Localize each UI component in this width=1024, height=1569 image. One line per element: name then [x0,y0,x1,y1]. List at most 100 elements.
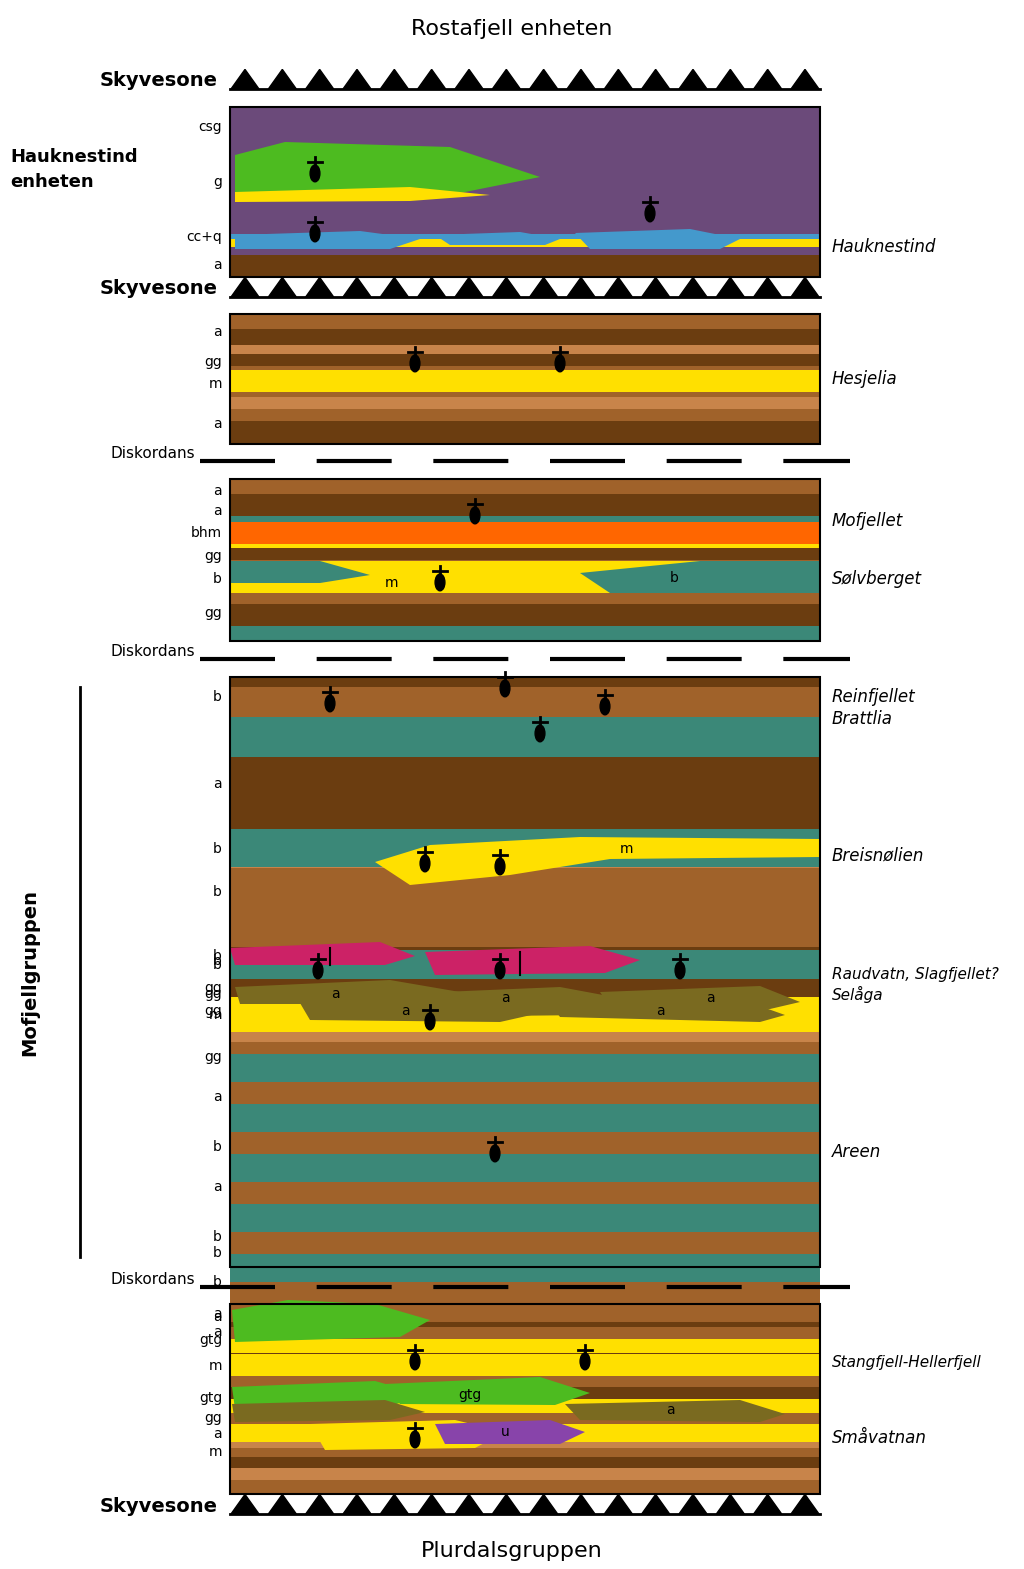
Text: Diskordans: Diskordans [111,1271,195,1287]
Ellipse shape [675,962,685,979]
Bar [230,530,820,548]
Text: b: b [213,1276,222,1290]
Bar [230,590,820,604]
Bar [230,712,820,748]
Text: b: b [213,1230,222,1244]
Ellipse shape [435,574,444,592]
Polygon shape [418,69,445,89]
Bar [230,832,820,868]
Bar [230,560,820,574]
Bar [230,522,820,544]
Text: m: m [620,843,634,857]
Ellipse shape [410,1352,420,1370]
Polygon shape [565,1400,785,1422]
Text: gg: gg [204,981,222,995]
Polygon shape [385,1378,590,1404]
Ellipse shape [645,206,655,221]
Bar [230,1254,820,1282]
Bar [230,676,820,687]
Ellipse shape [420,855,430,872]
Bar [230,397,820,410]
Text: Mofjellet: Mofjellet [831,511,903,530]
Ellipse shape [470,507,480,524]
Text: Plurdalsgruppen: Plurdalsgruppen [421,1541,603,1561]
Polygon shape [234,187,490,202]
Polygon shape [306,278,334,297]
Polygon shape [580,562,820,593]
Bar [230,676,820,712]
Polygon shape [610,951,820,979]
Bar [230,951,820,979]
Polygon shape [231,69,259,89]
Bar [230,868,820,904]
Polygon shape [493,69,520,89]
Text: m: m [385,576,398,590]
Polygon shape [234,231,420,249]
Polygon shape [232,1400,425,1422]
Bar [230,1304,820,1315]
Polygon shape [380,69,409,89]
Bar [230,1026,820,1062]
Text: a: a [213,325,222,339]
Text: a: a [213,1090,222,1105]
Text: gg: gg [204,1411,222,1425]
Polygon shape [600,985,800,1009]
Bar [230,1376,820,1387]
Bar [230,1425,820,1437]
Ellipse shape [325,695,335,712]
Bar [230,345,820,353]
Polygon shape [380,1494,409,1514]
Bar [230,1086,820,1114]
Text: a: a [706,992,715,1006]
Polygon shape [679,1494,707,1514]
Text: bhm: bhm [190,526,222,540]
Text: a: a [213,504,222,518]
Bar [230,1354,820,1376]
Bar [230,479,820,642]
Text: gg: gg [204,549,222,563]
Polygon shape [418,278,445,297]
Bar [230,979,820,996]
Bar [230,1469,820,1480]
Polygon shape [435,232,560,245]
Polygon shape [642,278,670,297]
Bar [230,949,820,974]
Polygon shape [529,278,558,297]
Text: a: a [213,1180,222,1194]
Text: Selåga: Selåga [831,985,884,1003]
Polygon shape [791,1494,819,1514]
Text: gtg: gtg [199,1392,222,1404]
Bar [230,1448,820,1456]
Polygon shape [425,946,640,974]
Polygon shape [754,69,781,89]
Bar [230,772,820,808]
Text: Breisnølien: Breisnølien [831,846,925,865]
Polygon shape [343,1494,371,1514]
Polygon shape [310,1420,505,1450]
Bar [230,1365,820,1376]
Ellipse shape [495,962,505,979]
Text: Raudvatn, Slagfjellet?: Raudvatn, Slagfjellet? [831,967,998,982]
Bar [230,971,820,990]
Ellipse shape [581,1352,590,1370]
Text: b: b [213,1246,222,1260]
Text: gg: gg [204,1050,222,1064]
Polygon shape [231,278,259,297]
Polygon shape [529,69,558,89]
Polygon shape [234,143,540,198]
Polygon shape [754,278,781,297]
Text: a: a [213,1426,222,1440]
Bar [230,234,820,238]
Bar [230,1238,820,1268]
Text: Mofjellgruppen: Mofjellgruppen [20,888,40,1056]
Text: b: b [213,1141,222,1155]
Text: Stangfjell-Hellerfjell: Stangfjell-Hellerfjell [831,1354,982,1370]
Bar [230,1203,820,1232]
Text: u: u [501,1425,509,1439]
Bar [230,1327,820,1338]
Bar [230,1114,820,1150]
Polygon shape [268,1494,296,1514]
Polygon shape [493,278,520,297]
Bar [230,893,820,948]
Bar [230,107,820,278]
